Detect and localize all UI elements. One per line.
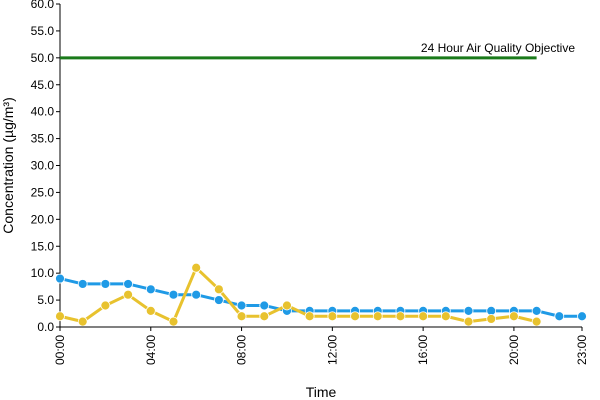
data-point [77,279,88,289]
y-tick-label: 50.0 [31,51,55,65]
data-point [531,305,542,316]
x-tick-label: 20:00 [507,335,521,365]
y-tick-label: 0.0 [37,320,54,334]
y-tick-label: 5.0 [37,293,54,307]
data-point [509,311,519,322]
data-point [486,314,497,324]
data-point [77,316,88,327]
data-point [282,300,292,311]
data-point [577,311,587,322]
data-point [463,305,474,316]
series-1 [55,273,587,322]
y-tick-label: 30.0 [31,159,55,173]
x-tick-label: 00:00 [53,335,67,365]
data-point [395,311,406,322]
y-axis-title: Concentration (µg/m³) [0,97,16,233]
y-tick-label: 40.0 [31,105,55,119]
data-point [259,300,270,311]
data-point [213,295,224,305]
data-point [191,289,202,300]
y-tick-label: 10.0 [31,266,55,280]
x-tick-label: 23:00 [575,335,589,365]
y-tick-label: 45.0 [31,78,55,92]
data-point [100,279,111,289]
data-point [123,289,133,300]
x-tick-label: 04:00 [144,335,158,365]
data-point [350,311,360,322]
y-tick-label: 35.0 [31,132,55,146]
data-point [236,300,247,311]
data-point [531,316,542,327]
data-point [236,311,247,322]
data-point [486,305,497,316]
data-point [168,316,179,327]
data-point [145,284,156,295]
x-tick-label: 16:00 [416,335,430,365]
data-point [372,311,383,322]
data-point [304,311,315,322]
x-axis-title: Time [306,384,337,400]
series-line [59,266,537,324]
x-tick-label: 08:00 [235,335,249,365]
data-point [554,311,565,322]
threshold-label: 24 Hour Air Quality Objective [421,41,575,55]
data-point [100,300,111,311]
x-axis-ticks: 00:00 04:00 08:00 12:00 16:00 20:00 23:00 [53,327,589,365]
data-point [327,311,338,322]
data-point [463,316,474,327]
y-tick-label: 60.0 [31,0,55,11]
data-point [440,311,451,322]
y-axis-ticks: 0.0 5.0 10.0 15.0 20.0 25.0 30.0 35.0 40.0 45.0 50… [31,0,60,334]
series-layer [55,262,587,327]
y-tick-label: 55.0 [31,24,55,38]
data-point [55,311,65,322]
data-point [55,273,65,284]
y-tick-label: 20.0 [31,212,55,226]
y-tick-label: 25.0 [31,185,55,199]
data-point [145,305,156,316]
data-point [123,279,133,289]
data-point [259,311,270,322]
data-point [418,311,429,322]
x-tick-label: 12:00 [325,335,339,365]
series-line [59,277,582,318]
series-2 [55,262,542,327]
data-point [168,289,179,300]
data-point [213,284,224,295]
data-point [191,262,202,273]
y-tick-label: 15.0 [31,239,55,253]
